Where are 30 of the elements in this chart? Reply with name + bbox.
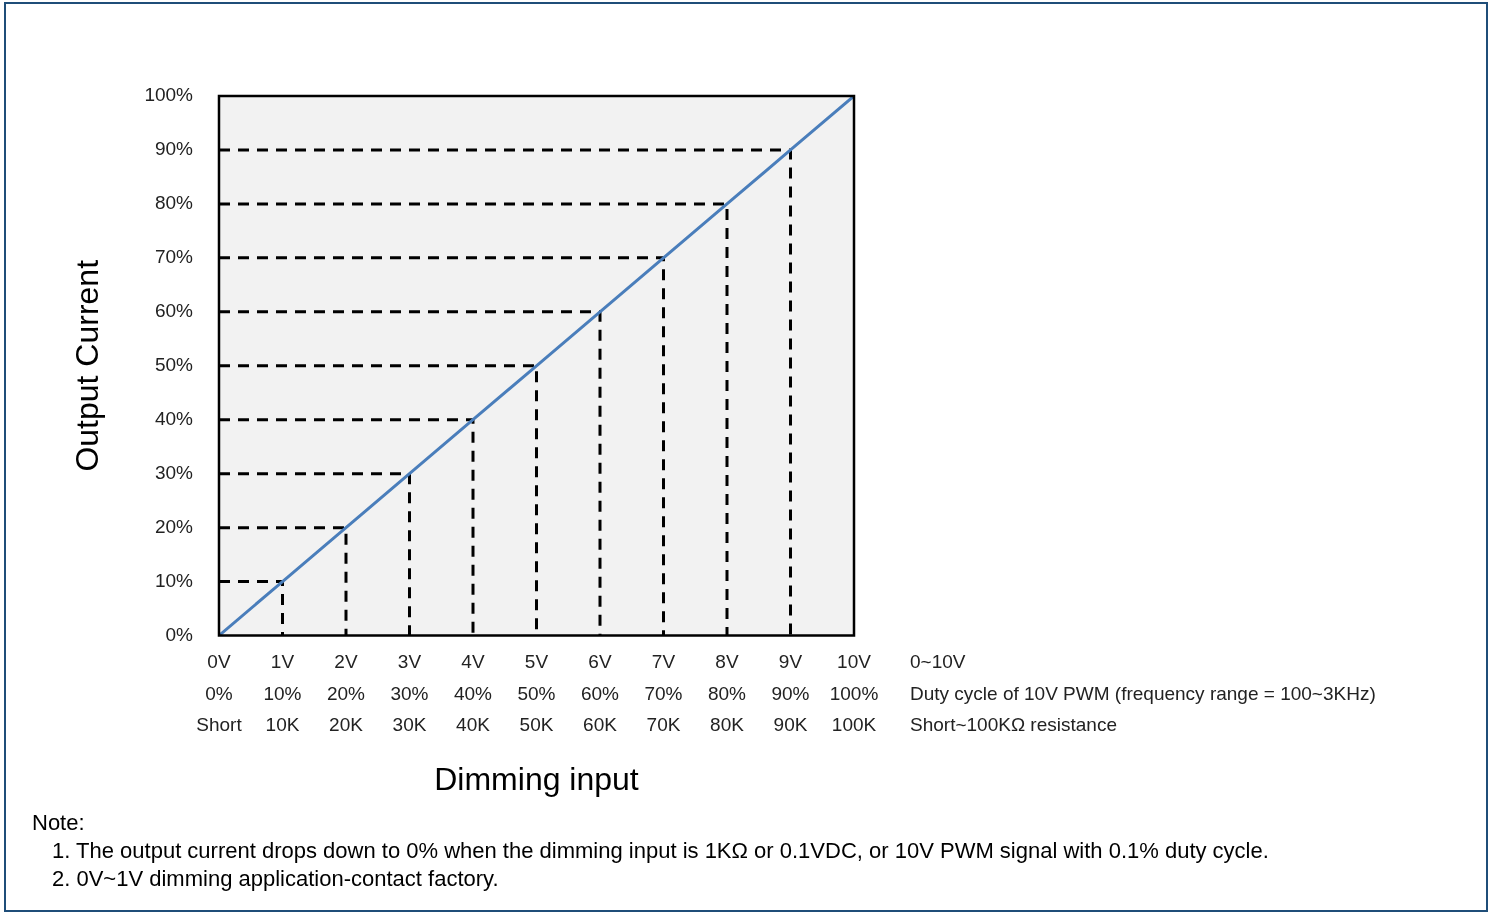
y-tick-label: 60% (154, 300, 194, 322)
x-axis-title: Dimming input (434, 760, 639, 797)
y-tick-label: 90% (154, 138, 194, 160)
x-tick-label: 9V 90% 90K (771, 651, 810, 736)
x-tick-label: 3V 30% 30K (390, 651, 429, 736)
y-tick-label: 0% (165, 623, 194, 645)
y-axis-title: Output Current (69, 259, 106, 472)
x-tick-label: 1V 10% 10K (263, 651, 302, 736)
x-tick-label: 4V 40% 40K (453, 651, 493, 736)
y-tick-label: 80% (154, 192, 194, 214)
text: Short~100KΩ resistance (910, 714, 1117, 736)
x-tick-label: 2V 20% 20K (326, 651, 366, 736)
text: 2. 0V~1V dimming application-contact factory. (51, 865, 500, 893)
y-tick-label: 70% (154, 246, 194, 268)
x-tick-label: 7V 70% 70K (644, 651, 683, 736)
text: Note: (32, 809, 86, 837)
y-tick-label: 40% (154, 407, 194, 429)
text: 0~10V (910, 651, 966, 673)
text: Duty cycle of 10V PWM (frequency range = 100~3KHz) (910, 682, 1376, 704)
x-tick-label: 6V 60% 60K (580, 651, 620, 736)
x-tick-label: 10V 100% 100K (829, 651, 879, 736)
x-tick-label: 8V 80% 80K (707, 651, 747, 736)
x-tick-label: 5V 50% 50K (517, 651, 556, 736)
y-tick-label: 100% (144, 84, 194, 106)
x-tick-label: 0V 0% Short (196, 651, 243, 736)
y-tick-label: 10% (154, 569, 194, 591)
y-tick-label: 50% (154, 354, 194, 376)
y-tick-label: 30% (154, 461, 194, 483)
y-tick-label: 20% (154, 515, 194, 537)
text: 1. The output current drops down to 0% when the dimming input is 1KΩ or 0.1VDC, or 10V PWM signal with 0.1% duty cycle. (51, 837, 1269, 865)
